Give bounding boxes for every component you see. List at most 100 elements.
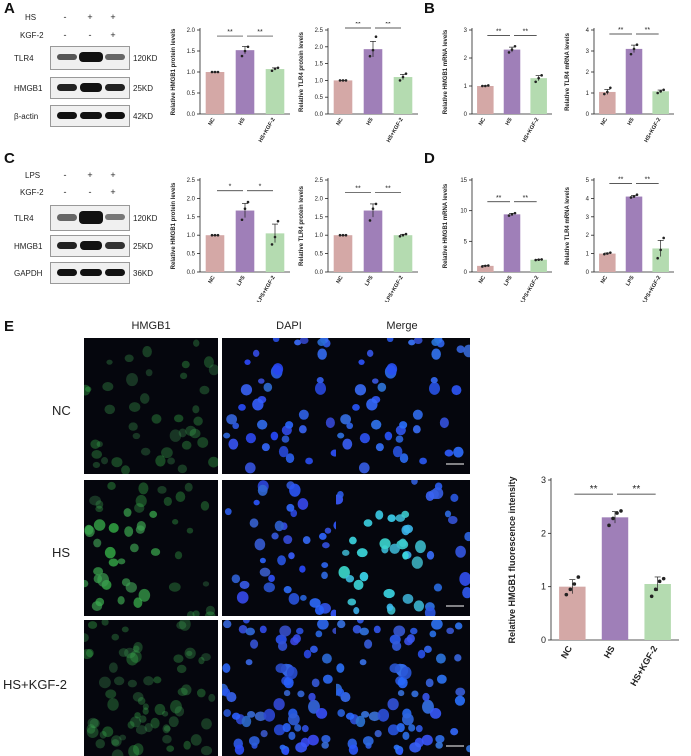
cell <box>340 414 352 425</box>
cell <box>324 527 332 534</box>
y-axis-label: Relative TLR4 mRNA levels <box>565 186 571 264</box>
bar <box>601 517 629 640</box>
bar-chart-e-fluorescence: Relative HMGB1 fluorescence intensity 0 1 2… <box>507 475 679 686</box>
cell <box>321 571 328 580</box>
cell <box>359 659 367 666</box>
cell <box>123 508 132 517</box>
cell <box>203 356 214 368</box>
cell <box>234 744 245 755</box>
data-point <box>656 91 659 95</box>
bar <box>363 210 383 272</box>
cell <box>272 338 280 343</box>
cell <box>126 652 139 666</box>
cell <box>173 654 184 663</box>
data-point <box>606 252 609 255</box>
cell <box>124 647 136 659</box>
data-point <box>607 523 611 528</box>
data-point <box>603 252 606 256</box>
cell <box>168 716 179 728</box>
cell <box>261 443 270 452</box>
x-tick-label: NC <box>208 117 217 127</box>
cell <box>245 627 255 636</box>
cell <box>208 693 216 702</box>
x-tick-label: HS <box>238 117 247 127</box>
cell <box>338 566 350 579</box>
y-tick-label: 2 <box>586 70 590 76</box>
cell <box>272 363 284 376</box>
y-tick-label: 1.0 <box>315 233 324 239</box>
cell <box>186 527 194 534</box>
protein-label: GAPDH <box>14 269 43 278</box>
cell <box>315 708 328 719</box>
protein-label: HMGB1 <box>14 242 43 251</box>
cell <box>144 722 153 733</box>
condition-label: HS <box>25 13 37 22</box>
cell <box>455 687 466 697</box>
cell <box>435 653 446 664</box>
cell <box>294 724 302 732</box>
micrograph-hs-kgf2-hmgb1 <box>84 620 218 756</box>
data-point <box>615 511 619 515</box>
cell-field <box>84 481 216 616</box>
y-tick-label: 1.5 <box>187 215 196 221</box>
cell <box>102 726 114 738</box>
y-tick-label: 2.0 <box>187 196 196 202</box>
cell <box>135 725 148 735</box>
molecular-weight: 120KD <box>133 214 158 223</box>
data-point <box>270 243 274 246</box>
y-tick-label: 1 <box>541 582 546 592</box>
cell <box>231 574 241 584</box>
cell <box>111 633 120 641</box>
cell <box>190 734 202 746</box>
cell <box>336 663 345 673</box>
cell <box>134 503 145 513</box>
cell <box>253 499 260 506</box>
cell <box>408 339 416 346</box>
cell <box>130 716 142 728</box>
cell <box>337 432 345 439</box>
cell <box>196 688 206 698</box>
cell <box>450 493 459 502</box>
column-header-merge: Merge <box>386 320 418 332</box>
cell <box>274 520 284 532</box>
cell <box>268 574 275 583</box>
data-point <box>568 587 573 592</box>
cell-field <box>84 339 218 474</box>
data-point <box>404 72 408 75</box>
data-point <box>213 233 217 237</box>
cell <box>309 598 321 608</box>
cell <box>278 446 289 458</box>
cell <box>142 345 152 358</box>
y-tick-label: 2 <box>541 528 546 538</box>
significance-label: ** <box>590 484 598 495</box>
cell <box>143 676 154 686</box>
data-point <box>341 233 345 237</box>
cell <box>439 417 449 429</box>
cell <box>345 712 355 720</box>
cell <box>417 649 426 659</box>
y-tick-label: 0.0 <box>315 270 324 276</box>
cell <box>360 711 370 718</box>
cell <box>322 542 330 549</box>
cell <box>138 588 151 602</box>
cell <box>466 745 470 753</box>
cell <box>118 648 129 657</box>
cell <box>179 620 191 631</box>
x-tick-label: HS+KGF-2 <box>386 117 405 144</box>
cell <box>121 578 131 587</box>
cell <box>283 676 294 689</box>
cell <box>375 443 384 452</box>
data-point <box>240 218 244 222</box>
bar <box>652 91 669 114</box>
row-label-hs: HS <box>52 545 71 560</box>
y-axis-label: Relative HMGB1 mRNA levels <box>443 29 449 114</box>
cell <box>447 516 458 525</box>
cell <box>285 421 294 429</box>
cell <box>359 571 369 582</box>
micrograph-hs-hmgb1 <box>84 480 218 616</box>
cell <box>107 698 119 711</box>
molecular-weight: 120KD <box>133 54 158 63</box>
cell <box>355 715 366 728</box>
cell <box>298 425 307 434</box>
data-point <box>487 84 490 87</box>
